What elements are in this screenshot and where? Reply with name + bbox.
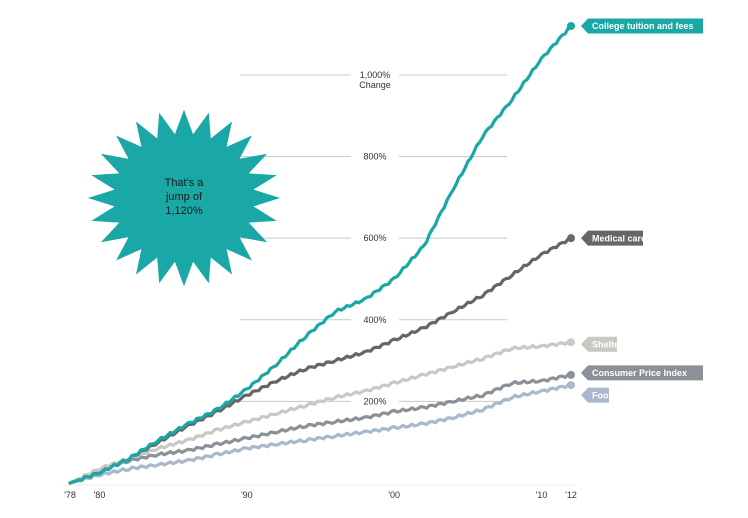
series-label: Shelter [592, 339, 623, 349]
x-tick-label: '12 [565, 490, 577, 500]
series-label: Medical care [592, 233, 646, 243]
x-axis-ticks: '78 '80 '90 '00 '10 '12 [62, 484, 577, 500]
y-tick-label: 600% [363, 233, 386, 243]
annotation-text-line: jump of [165, 191, 203, 203]
y-tick-label: 1,000% [360, 70, 391, 80]
series-label: Food [592, 390, 614, 400]
annotation-starburst: That's a jump of 1,120% [88, 109, 280, 287]
y-axis-ticks: 200% 400% 600% 800% 1,000%Change [359, 70, 391, 406]
x-tick-label: '80 [94, 490, 106, 500]
y-tick-label: 400% [363, 315, 386, 325]
series-end-dot [567, 22, 575, 30]
annotation-text-line: That's a [165, 177, 205, 189]
series-lines [68, 24, 573, 485]
series-end-dot [567, 234, 575, 243]
series-end-dot [567, 381, 575, 390]
series-line-3 [68, 373, 573, 485]
x-tick-label: '90 [241, 490, 253, 500]
y-tick-label: 200% [363, 396, 386, 406]
series-label-tag [581, 18, 703, 34]
series-label-tag [581, 365, 703, 381]
series-label-tag [581, 230, 643, 246]
series-line-4 [68, 383, 573, 485]
series-line-0 [68, 24, 573, 485]
series-label-tag [581, 387, 609, 403]
series-labels: College tuition and fees Medical care Shel… [567, 18, 703, 403]
series-line-1 [68, 236, 573, 485]
starburst-shape [88, 109, 280, 287]
y-tick-sublabel: Change [359, 80, 391, 90]
series-end-dot [567, 338, 575, 347]
x-tick-label: '78 [64, 490, 76, 500]
y-tick-label: 800% [363, 152, 386, 162]
annotation-text-line: 1,120% [165, 205, 203, 217]
x-tick-label: '00 [388, 490, 400, 500]
series-label: Consumer Price Index [592, 368, 687, 378]
series-line-2 [68, 340, 573, 485]
series-label: College tuition and fees [592, 21, 694, 31]
series-label-tag [581, 336, 617, 352]
series-end-dot [567, 370, 575, 379]
x-tick-label: '10 [536, 490, 548, 500]
